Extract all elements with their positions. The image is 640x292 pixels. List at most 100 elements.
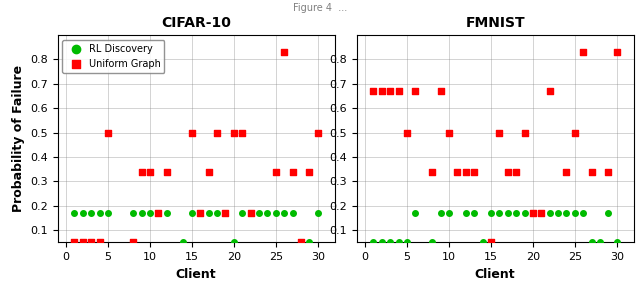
Uniform Graph [402, 130, 412, 135]
Uniform Graph [279, 50, 289, 54]
Uniform Graph [220, 211, 230, 215]
RL Discovery [520, 211, 530, 215]
Uniform Graph [237, 130, 247, 135]
RL Discovery [296, 240, 306, 245]
RL Discovery [204, 211, 214, 215]
Uniform Graph [528, 211, 538, 215]
RL Discovery [304, 240, 314, 245]
RL Discovery [435, 211, 445, 215]
RL Discovery [561, 211, 572, 215]
Uniform Graph [536, 211, 547, 215]
Uniform Graph [304, 169, 314, 174]
RL Discovery [452, 169, 463, 174]
RL Discovery [69, 211, 79, 215]
RL Discovery [153, 211, 163, 215]
Uniform Graph [77, 240, 88, 245]
Uniform Graph [486, 240, 496, 245]
Uniform Graph [452, 169, 463, 174]
RL Discovery [604, 211, 614, 215]
RL Discovery [187, 211, 197, 215]
RL Discovery [128, 211, 138, 215]
RL Discovery [586, 240, 596, 245]
RL Discovery [246, 211, 256, 215]
Uniform Graph [228, 130, 239, 135]
RL Discovery [237, 211, 247, 215]
Uniform Graph [136, 169, 147, 174]
RL Discovery [220, 211, 230, 215]
RL Discovery [486, 211, 496, 215]
Uniform Graph [586, 169, 596, 174]
RL Discovery [578, 211, 588, 215]
Title: CIFAR-10: CIFAR-10 [161, 16, 231, 30]
Uniform Graph [296, 240, 306, 245]
Uniform Graph [95, 240, 105, 245]
Uniform Graph [545, 89, 555, 93]
RL Discovery [469, 211, 479, 215]
RL Discovery [570, 211, 580, 215]
RL Discovery [312, 211, 323, 215]
Uniform Graph [128, 240, 138, 245]
Uniform Graph [394, 89, 404, 93]
Uniform Graph [204, 169, 214, 174]
RL Discovery [444, 211, 454, 215]
RL Discovery [136, 211, 147, 215]
Uniform Graph [287, 169, 298, 174]
Uniform Graph [153, 211, 163, 215]
Uniform Graph [161, 169, 172, 174]
Uniform Graph [187, 130, 197, 135]
RL Discovery [377, 240, 387, 245]
Uniform Graph [469, 169, 479, 174]
RL Discovery [528, 211, 538, 215]
Uniform Graph [86, 240, 96, 245]
Text: Figure 4  ...: Figure 4 ... [293, 3, 347, 13]
Uniform Graph [369, 89, 379, 93]
Uniform Graph [377, 89, 387, 93]
RL Discovery [103, 211, 113, 215]
RL Discovery [95, 211, 105, 215]
Uniform Graph [578, 50, 588, 54]
Uniform Graph [385, 89, 396, 93]
Uniform Graph [103, 130, 113, 135]
Uniform Graph [461, 169, 471, 174]
RL Discovery [212, 211, 222, 215]
RL Discovery [179, 240, 189, 245]
RL Discovery [612, 240, 622, 245]
RL Discovery [77, 211, 88, 215]
RL Discovery [502, 211, 513, 215]
RL Discovery [254, 211, 264, 215]
Title: FMNIST: FMNIST [465, 16, 525, 30]
Uniform Graph [410, 89, 420, 93]
X-axis label: Client: Client [475, 268, 515, 281]
RL Discovery [369, 240, 379, 245]
Uniform Graph [494, 130, 504, 135]
Uniform Graph [502, 169, 513, 174]
Uniform Graph [612, 50, 622, 54]
RL Discovery [545, 211, 555, 215]
Legend: RL Discovery, Uniform Graph: RL Discovery, Uniform Graph [63, 40, 164, 72]
Y-axis label: Probability of Failure: Probability of Failure [12, 65, 24, 212]
RL Discovery [145, 211, 155, 215]
Uniform Graph [444, 130, 454, 135]
RL Discovery [553, 211, 563, 215]
Uniform Graph [427, 169, 437, 174]
RL Discovery [262, 211, 273, 215]
RL Discovery [511, 211, 521, 215]
RL Discovery [461, 211, 471, 215]
RL Discovery [195, 211, 205, 215]
Uniform Graph [570, 130, 580, 135]
Uniform Graph [212, 130, 222, 135]
RL Discovery [86, 211, 96, 215]
Uniform Graph [604, 169, 614, 174]
RL Discovery [427, 240, 437, 245]
Uniform Graph [561, 169, 572, 174]
Uniform Graph [195, 211, 205, 215]
X-axis label: Client: Client [176, 268, 216, 281]
Uniform Graph [435, 89, 445, 93]
Uniform Graph [69, 240, 79, 245]
Uniform Graph [145, 169, 155, 174]
RL Discovery [494, 211, 504, 215]
Uniform Graph [271, 169, 281, 174]
Uniform Graph [246, 211, 256, 215]
RL Discovery [228, 240, 239, 245]
RL Discovery [595, 240, 605, 245]
